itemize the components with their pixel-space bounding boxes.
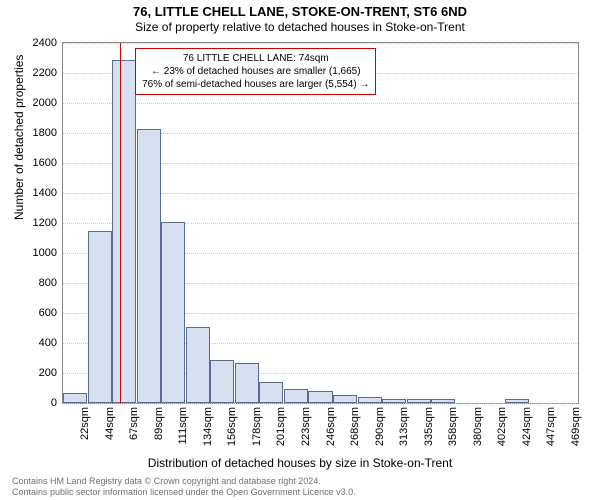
x-tick-label: 67sqm <box>128 407 140 440</box>
y-tick-label: 1200 <box>33 217 57 229</box>
histogram-bar <box>407 399 431 404</box>
gridline <box>63 43 578 44</box>
y-tick-label: 200 <box>39 367 57 379</box>
x-tick-label: 469sqm <box>570 407 582 446</box>
x-tick-label: 134sqm <box>202 407 214 446</box>
x-tick-label: 156sqm <box>226 407 238 446</box>
histogram-bar <box>259 382 283 403</box>
x-tick-label: 246sqm <box>325 407 337 446</box>
y-tick-label: 600 <box>39 307 57 319</box>
x-tick-label: 335sqm <box>423 407 435 446</box>
x-tick-label: 290sqm <box>374 407 386 446</box>
plot-area: 0200400600800100012001400160018002000220… <box>62 42 579 404</box>
y-tick-label: 800 <box>39 277 57 289</box>
histogram-bar <box>235 363 259 404</box>
histogram-bar <box>358 397 382 403</box>
x-axis-label: Distribution of detached houses by size … <box>0 456 600 470</box>
histogram-bar <box>186 327 210 404</box>
x-tick-label: 358sqm <box>447 407 459 446</box>
histogram-bar <box>431 399 455 403</box>
y-tick-label: 2200 <box>33 67 57 79</box>
y-tick-label: 2000 <box>33 97 57 109</box>
x-tick-label: 380sqm <box>472 407 484 446</box>
x-tick-label: 402sqm <box>496 407 508 446</box>
x-tick-label: 89sqm <box>153 407 165 440</box>
y-tick-label: 400 <box>39 337 57 349</box>
footer-line: Contains HM Land Registry data © Crown c… <box>12 476 356 487</box>
y-tick-label: 1400 <box>33 187 57 199</box>
x-tick-label: 44sqm <box>104 407 116 440</box>
y-tick-label: 0 <box>51 397 57 409</box>
x-tick-label: 201sqm <box>275 407 287 446</box>
marker-line <box>120 43 121 403</box>
histogram-bar <box>161 222 185 404</box>
chart-subtitle: Size of property relative to detached ho… <box>0 20 600 34</box>
footer-line: Contains public sector information licen… <box>12 487 356 498</box>
histogram-bar <box>112 60 136 404</box>
histogram-bar <box>284 389 308 403</box>
x-tick-label: 447sqm <box>545 407 557 446</box>
x-tick-label: 111sqm <box>177 407 189 445</box>
histogram-bar <box>63 393 87 403</box>
chart-title: 76, LITTLE CHELL LANE, STOKE-ON-TRENT, S… <box>0 4 600 19</box>
footer-attribution: Contains HM Land Registry data © Crown c… <box>12 476 356 498</box>
histogram-bar <box>505 399 529 403</box>
histogram-bar <box>210 360 234 404</box>
annotation-line: 76% of semi-detached houses are larger (… <box>142 78 369 91</box>
annotation-line: ← 23% of detached houses are smaller (1,… <box>142 65 369 78</box>
histogram-bar <box>382 399 406 404</box>
x-tick-label: 268sqm <box>349 407 361 446</box>
annotation-box: 76 LITTLE CHELL LANE: 74sqm ← 23% of det… <box>135 48 376 95</box>
histogram-bar <box>333 395 357 403</box>
y-axis-label: Number of detached properties <box>12 55 26 220</box>
gridline <box>63 103 578 104</box>
x-tick-label: 178sqm <box>251 407 263 446</box>
histogram-bar <box>137 129 161 404</box>
y-tick-label: 2400 <box>33 37 57 49</box>
histogram-bar <box>88 231 112 404</box>
histogram-bar <box>308 391 332 403</box>
x-tick-label: 313sqm <box>398 407 410 446</box>
y-tick-label: 1000 <box>33 247 57 259</box>
gridline <box>63 403 578 404</box>
x-tick-label: 223sqm <box>300 407 312 446</box>
x-tick-label: 22sqm <box>79 407 91 440</box>
x-tick-label: 424sqm <box>521 407 533 446</box>
y-tick-label: 1800 <box>33 127 57 139</box>
annotation-line: 76 LITTLE CHELL LANE: 74sqm <box>142 52 369 65</box>
y-tick-label: 1600 <box>33 157 57 169</box>
